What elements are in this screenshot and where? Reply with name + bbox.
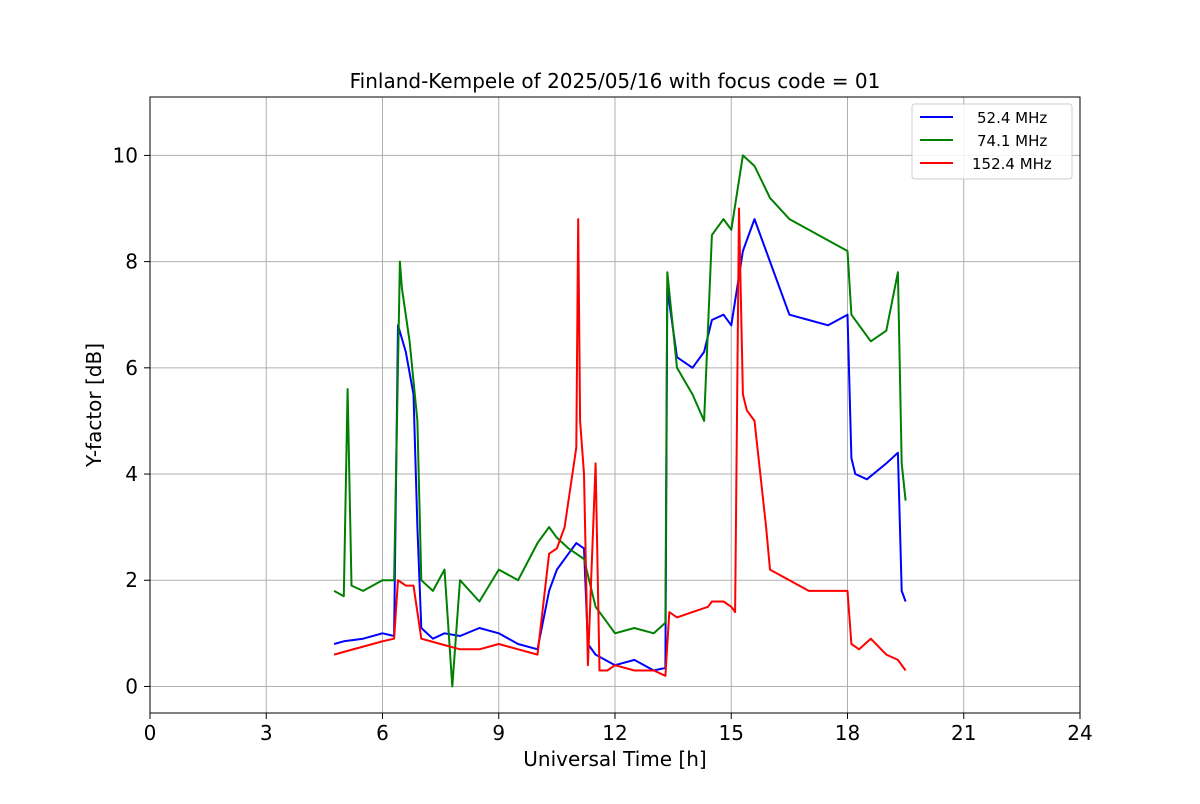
x-tick-label-6: 18 [835, 721, 860, 745]
y-tick-label-3: 6 [125, 356, 138, 380]
legend-label-152: 152.4 MHz [972, 155, 1052, 173]
x-tick-label-5: 15 [719, 721, 744, 745]
x-tick-label-4: 12 [602, 721, 627, 745]
x-tick-label-2: 6 [376, 721, 389, 745]
y-tick-label-4: 8 [125, 250, 138, 274]
x-tick-label-1: 3 [260, 721, 273, 745]
legend-label-52: 52.4 MHz [977, 109, 1047, 127]
legend: 52.4 MHz 74.1 MHz 152.4 MHz [911, 103, 1073, 180]
plot-area [333, 154, 907, 688]
y-axis-label: Y-factor [dB] [82, 343, 106, 468]
x-tick-label-0: 0 [144, 721, 157, 745]
y-tick-label-5: 10 [113, 143, 138, 167]
x-tick-label-8: 24 [1067, 721, 1092, 745]
y-tick-label-0: 0 [125, 674, 138, 698]
chart-title: Finland-Kempele of 2025/05/16 with focus… [350, 69, 881, 93]
legend-box [911, 103, 1073, 180]
series-line-2 [333, 207, 907, 677]
legend-label-74: 74.1 MHz [977, 132, 1047, 150]
x-axis-label: Universal Time [h] [523, 747, 706, 771]
x-tick-label-3: 9 [492, 721, 505, 745]
series-line-1 [333, 154, 907, 688]
x-tick-label-7: 21 [951, 721, 976, 745]
y-tick-label-1: 2 [125, 568, 138, 592]
y-tick-label-2: 4 [125, 462, 138, 486]
